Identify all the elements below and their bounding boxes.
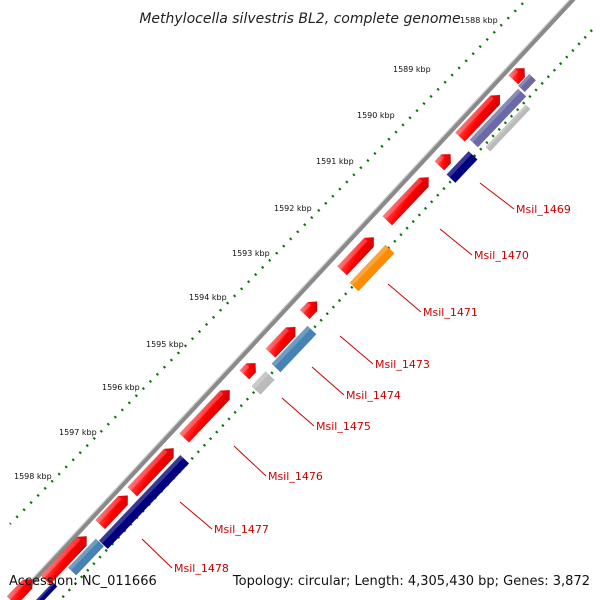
gene-label[interactable]: Msil_1473 [375, 358, 430, 371]
tick-label: 1598 kbp [14, 472, 52, 481]
tick-label-layer: 1588 kbp 1589 kbp 1590 kbp 1591 kbp 1592 kbp… [14, 16, 498, 481]
cds-msil-1474[interactable] [239, 359, 260, 380]
genome-summary-text: Topology: circular; Length: 4,305,430 bp… [232, 574, 590, 589]
gene-label-leader [179, 501, 213, 530]
feature-gray-1475[interactable] [251, 371, 275, 395]
gene-label[interactable]: Msil_1475 [316, 420, 371, 433]
tick-label: 1589 kbp [393, 65, 431, 74]
tick-label: 1592 kbp [274, 204, 312, 213]
gene-label-leader [141, 538, 173, 569]
tick-label: 1597 kbp [59, 428, 97, 437]
genome-backbone [12, 0, 576, 600]
gene-label-leader [281, 397, 315, 427]
cds-msil-1477[interactable] [95, 491, 133, 530]
gene-label-leader [311, 366, 345, 396]
tick-label: 1590 kbp [357, 111, 395, 120]
cds-msil-1470[interactable] [382, 173, 434, 226]
feature-orange-1471[interactable] [349, 244, 395, 292]
tick-label: 1591 kbp [316, 157, 354, 166]
cds-msil-1475[interactable] [179, 386, 235, 443]
genome-backbone-highlight [11, 0, 571, 600]
cds-msil-1479[interactable] [6, 575, 37, 600]
gene-label[interactable]: Msil_1477 [214, 523, 269, 536]
feature-dark-blue-1469[interactable] [446, 150, 478, 184]
cds-msil-1469-left[interactable] [508, 64, 529, 85]
gene-label-layer: Msil_1469 Msil_1470 Msil_1471 Msil_1473 Msil… [141, 182, 571, 575]
tick-label: 1593 kbp [232, 249, 270, 258]
gene-label[interactable]: Msil_1471 [423, 306, 478, 319]
gene-label[interactable]: Msil_1476 [268, 470, 323, 483]
gene-label-leader [233, 445, 267, 477]
tick-label: 1588 kbp [460, 16, 498, 25]
cds-msil-1469[interactable] [434, 150, 455, 171]
gene-label[interactable]: Msil_1478 [174, 562, 229, 575]
tick-label: 1594 kbp [189, 293, 227, 302]
gene-label-leader [387, 283, 422, 313]
cds-msil-1471[interactable] [337, 233, 378, 276]
cds-msil-1468[interactable] [454, 90, 504, 142]
feature-steel-blue-1474[interactable] [271, 325, 317, 373]
cds-msil-1472[interactable] [299, 297, 322, 320]
gene-label-leader [339, 335, 374, 365]
feature-dark-blue-1478[interactable] [30, 581, 58, 600]
gene-label[interactable]: Msil_1474 [346, 389, 401, 402]
cds-msil-1476[interactable] [127, 444, 179, 497]
feature-slate-1469[interactable] [469, 88, 527, 148]
feature-steel-blue-1478[interactable] [67, 538, 105, 576]
feature-gray-1469[interactable] [485, 104, 531, 152]
map-title: Methylocella silvestris BL2, complete ge… [139, 11, 460, 27]
gene-label-leader [479, 182, 515, 210]
gene-label-leader [439, 228, 473, 256]
feature-dark-blue-1477[interactable] [98, 454, 190, 550]
tick-label: 1596 kbp [102, 383, 140, 392]
feature-layer [6, 64, 537, 600]
outer-tick-track [9, 0, 528, 525]
gene-label[interactable]: Msil_1470 [474, 249, 529, 262]
cds-msil-1473[interactable] [265, 322, 300, 358]
gene-label[interactable]: Msil_1469 [516, 203, 571, 216]
cds-msil-1478[interactable] [40, 532, 92, 585]
tick-label: 1595 kbp [146, 340, 184, 349]
feature-dark-blue-top[interactable] [517, 73, 537, 93]
accession-text: Accession: NC_011666 [9, 574, 157, 589]
